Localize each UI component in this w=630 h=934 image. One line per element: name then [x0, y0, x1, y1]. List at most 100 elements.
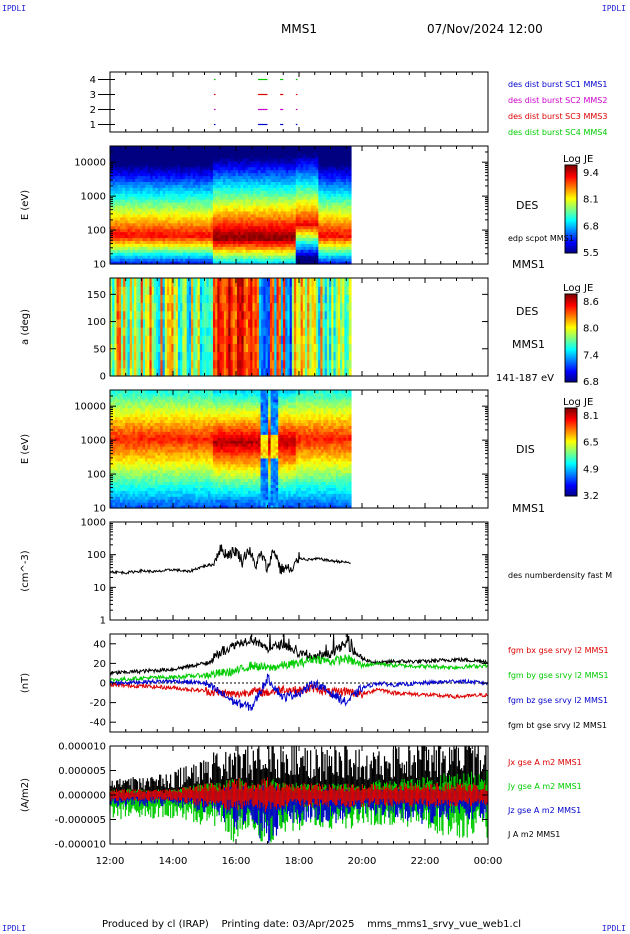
des-energy-cell — [172, 146, 176, 150]
des-energy-cell — [245, 157, 249, 162]
des-energy-cell — [268, 222, 272, 227]
des-energy-cell — [270, 199, 274, 203]
des-pitch-cell — [256, 278, 260, 287]
des-energy-cell — [323, 154, 327, 159]
des-pitch-cell — [166, 327, 170, 336]
des-energy-colorbar-cell — [565, 197, 577, 199]
des-energy-cell — [293, 157, 297, 162]
des-pitch-cell — [256, 302, 260, 312]
des-energy-cell — [145, 166, 149, 171]
des-energy-cell — [190, 225, 194, 230]
des-energy-cell — [243, 178, 247, 182]
des-energy-cell — [313, 205, 317, 209]
des-energy-cell — [225, 225, 229, 230]
des-pitch-cell — [250, 278, 253, 287]
des-energy-cell — [225, 228, 229, 233]
des-energy-cell — [177, 240, 181, 244]
des-energy-cell — [180, 219, 184, 224]
des-energy-cell — [202, 252, 206, 256]
des-energy-cell — [187, 181, 191, 185]
des-energy-cell — [243, 169, 247, 174]
des-energy-cell — [270, 154, 274, 159]
des-energy-cell — [298, 146, 302, 150]
des-energy-cell — [273, 169, 277, 174]
des-energy-ylabel: E (eV) — [20, 190, 31, 220]
des-pitch-cell — [191, 327, 194, 336]
des-energy-cell — [172, 196, 176, 200]
des-energy-cell — [130, 237, 134, 241]
des-pitch-cell — [186, 359, 190, 369]
des-energy-cell — [315, 228, 319, 233]
des-energy-cell — [110, 190, 114, 194]
des-energy-cell — [235, 190, 239, 194]
des-pitch-cell — [127, 367, 131, 377]
des-energy-cell — [260, 178, 264, 182]
des-energy-cell — [125, 146, 129, 150]
des-energy-cell — [185, 252, 189, 256]
des-energy-cell — [135, 190, 139, 194]
des-energy-cell — [117, 261, 121, 265]
des-energy-colorbar-cell — [565, 237, 577, 239]
des-energy-cell — [268, 166, 272, 171]
des-energy-cell — [280, 228, 284, 233]
des-energy-cell — [120, 196, 124, 200]
des-pitch-cell — [158, 310, 161, 320]
des-energy-cell — [258, 157, 262, 162]
des-energy-cell — [243, 163, 247, 168]
des-energy-cell — [117, 202, 121, 206]
des-pitch-cell — [212, 310, 216, 320]
des-energy-cell — [250, 151, 254, 156]
des-energy-cell — [217, 205, 222, 209]
des-energy-cell — [270, 169, 274, 174]
des-energy-cell — [308, 199, 312, 203]
des-energy-cell — [320, 258, 324, 262]
des-pitch-cell — [114, 318, 118, 328]
des-energy-cell — [172, 151, 176, 156]
des-energy-cell — [212, 202, 217, 206]
des-energy-cell — [325, 255, 329, 259]
des-pitch-cell — [202, 367, 205, 377]
des-energy-cell — [243, 228, 247, 233]
des-pitch-cell — [147, 294, 151, 304]
des-energy-cell — [318, 172, 322, 177]
des-energy-cell — [315, 199, 319, 203]
des-energy-cell — [320, 207, 324, 212]
des-energy-cell — [205, 163, 209, 168]
des-pitch-cell — [151, 351, 155, 361]
des-energy-cell — [125, 178, 129, 182]
des-energy-cell — [187, 199, 191, 203]
des-energy-cell — [325, 187, 329, 191]
des-energy-cell — [265, 151, 269, 156]
des-energy-cell — [125, 237, 129, 241]
des-energy-cell — [130, 207, 134, 212]
des-pitch-cell — [197, 351, 201, 361]
des-energy-cell — [298, 169, 302, 174]
des-energy-cell — [232, 210, 237, 215]
des-energy-cell — [335, 216, 340, 221]
des-energy-colorbar-cell — [565, 185, 577, 187]
des-energy-cell — [320, 205, 324, 209]
des-energy-cell — [318, 258, 322, 262]
des-pitch-cell — [110, 278, 113, 287]
des-energy-cell — [328, 237, 332, 241]
des-energy-cell — [145, 193, 149, 197]
des-energy-cell — [197, 219, 201, 224]
des-energy-cell — [112, 178, 116, 182]
des-energy-cell — [142, 181, 146, 185]
des-energy-cell — [333, 202, 337, 206]
des-energy-cell — [195, 249, 199, 253]
des-energy-cell — [333, 151, 337, 156]
des-energy-cell — [323, 205, 327, 209]
des-energy-cell — [220, 163, 224, 168]
des-energy-cell — [127, 196, 131, 200]
des-pitch-cell — [243, 335, 247, 344]
des-energy-cell — [170, 234, 174, 239]
des-energy-cell — [135, 255, 139, 259]
des-energy-cell — [225, 148, 229, 153]
des-energy-cell — [130, 175, 134, 180]
des-pitch-cell — [212, 327, 216, 336]
des-energy-cell — [212, 146, 217, 150]
des-energy-cell — [152, 199, 156, 203]
des-energy-cell — [248, 172, 252, 177]
des-energy-cell — [157, 154, 161, 159]
